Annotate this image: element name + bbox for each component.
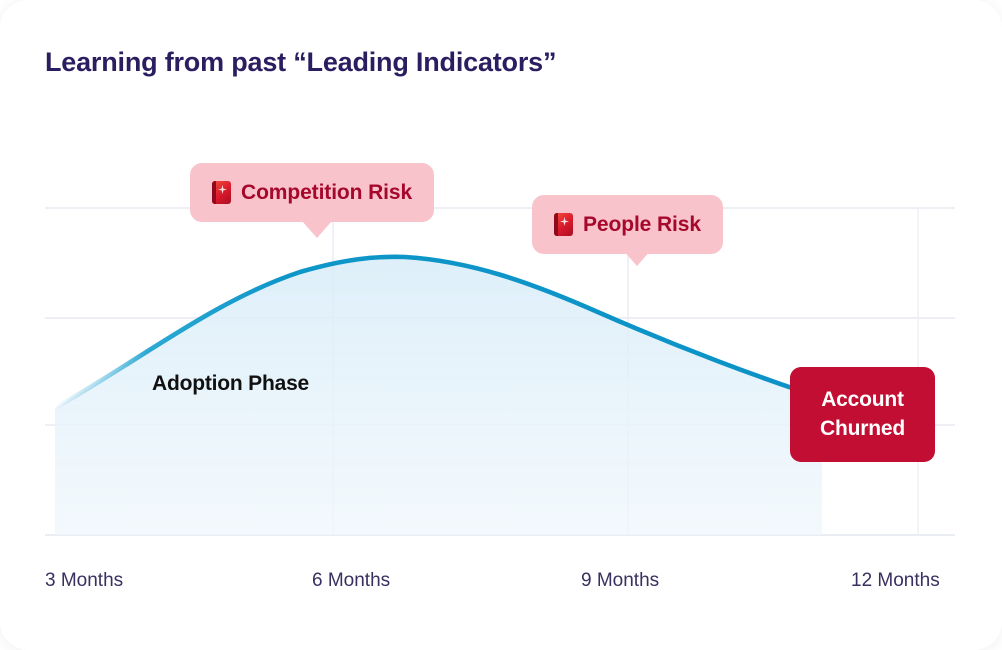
x-axis-label-3-months: 3 Months (45, 570, 124, 591)
x-axis-label-12-months: 12 Months (851, 570, 940, 591)
account-churned-badge[interactable]: Account Churned (790, 367, 935, 462)
account-churned-line2: Churned (820, 417, 905, 440)
red-book-icon (554, 213, 573, 236)
tooltip-people-risk[interactable]: People Risk (532, 195, 723, 254)
tooltip-competition-risk-label: Competition Risk (241, 180, 413, 204)
page-title: Learning from past “Leading Indicators” (45, 47, 557, 77)
tooltip-competition-risk-pointer (302, 221, 332, 238)
red-book-icon (212, 181, 231, 204)
x-axis-label-6-months: 6 Months (312, 570, 391, 591)
x-axis-label-9-months: 9 Months (581, 570, 660, 591)
adoption-phase-label: Adoption Phase (152, 372, 310, 395)
chart-line (52, 254, 825, 411)
account-churned-line1: Account (821, 388, 904, 412)
tooltip-competition-risk[interactable]: Competition Risk (190, 163, 435, 222)
tooltip-people-risk-pointer (622, 249, 652, 266)
tooltip-people-risk-label: People Risk (583, 212, 701, 236)
